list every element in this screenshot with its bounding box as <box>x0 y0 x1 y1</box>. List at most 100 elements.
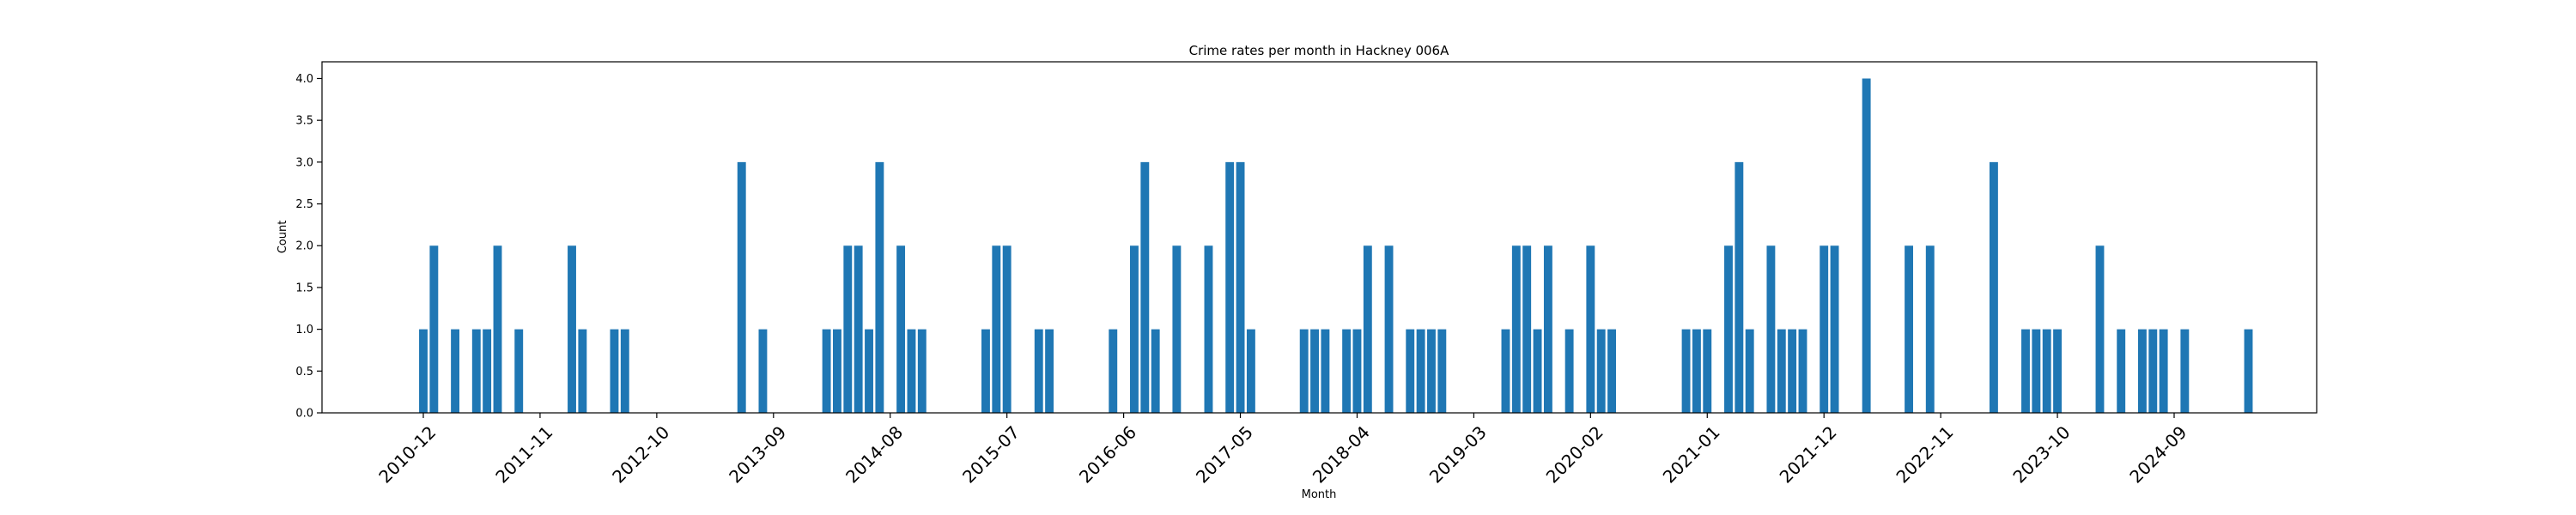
bar-2018-07 <box>1384 245 1394 413</box>
bar-2018-01 <box>1321 329 1330 413</box>
bar-2010-12 <box>419 329 428 413</box>
bar-2024-06 <box>2137 329 2147 413</box>
y-tick-label: 0.0 <box>295 408 313 421</box>
chart-title: Crime rates per month in Hackney 006A <box>1189 43 1449 58</box>
bar-2022-01 <box>1830 245 1839 413</box>
bar-2014-03 <box>833 329 841 413</box>
bar-2015-05 <box>981 329 990 413</box>
bar-2018-11 <box>1427 329 1436 413</box>
y-tick-label: 4.0 <box>295 73 313 86</box>
bar-2014-07 <box>875 161 884 414</box>
bar-2016-07 <box>1130 245 1139 413</box>
bar-2025-04 <box>2244 329 2253 413</box>
bar-2014-04 <box>843 245 853 413</box>
bar-2020-03 <box>1596 329 1606 413</box>
bar-2018-05 <box>1363 245 1372 413</box>
y-tick-label: 3.5 <box>295 115 313 128</box>
bar-2024-08 <box>2159 329 2168 413</box>
bar-2016-05 <box>1109 329 1118 413</box>
y-tick-label: 2.0 <box>295 240 313 253</box>
y-tick-label: 2.5 <box>295 198 313 211</box>
bar-2021-07 <box>1766 245 1776 413</box>
y-axis-label: Count <box>276 221 289 254</box>
bar-2017-06 <box>1246 329 1255 413</box>
bar-2011-06 <box>483 329 492 413</box>
bar-2018-10 <box>1416 329 1425 413</box>
bar-2024-07 <box>2148 329 2158 413</box>
bar-2015-11 <box>1045 329 1054 413</box>
bar-2016-11 <box>1172 245 1182 413</box>
bar-2019-10 <box>1543 245 1552 413</box>
y-tick-label: 3.0 <box>295 156 313 169</box>
bar-2014-02 <box>822 329 831 413</box>
bar-2022-10 <box>1925 245 1935 413</box>
bar-2014-10 <box>907 329 916 413</box>
bar-2014-11 <box>917 329 927 413</box>
bar-2024-02 <box>2095 245 2105 413</box>
bar-2017-05 <box>1236 161 1245 414</box>
bar-2015-06 <box>992 245 1001 413</box>
bar-2022-04 <box>1862 78 1871 413</box>
bar-2016-09 <box>1151 329 1160 413</box>
bar-2014-06 <box>865 329 873 413</box>
bars-layer <box>419 78 2253 414</box>
bar-2011-05 <box>471 329 481 413</box>
bar-2017-02 <box>1204 245 1213 413</box>
bar-2022-08 <box>1905 245 1914 413</box>
bar-2024-10 <box>2180 329 2190 413</box>
bar-2011-07 <box>493 245 502 413</box>
bar-2011-03 <box>451 329 460 413</box>
bar-2015-07 <box>1002 245 1012 413</box>
y-tick-label: 1.0 <box>295 324 313 336</box>
plot-area-frame <box>321 61 2318 414</box>
bar-2012-06 <box>610 329 619 413</box>
bar-2020-04 <box>1607 329 1616 413</box>
bar-2012-02 <box>568 245 576 413</box>
bar-2024-04 <box>2117 329 2126 413</box>
bar-2021-09 <box>1788 329 1797 413</box>
bar-2020-02 <box>1586 245 1595 413</box>
y-tick-label: 1.5 <box>295 282 313 294</box>
bar-2020-11 <box>1681 329 1691 413</box>
bar-2018-03 <box>1342 329 1352 413</box>
bar-2021-05 <box>1745 329 1754 413</box>
bar-2013-08 <box>758 329 768 413</box>
bar-2021-03 <box>1724 245 1733 413</box>
bar-2011-09 <box>514 329 524 413</box>
bar-2020-12 <box>1692 329 1701 413</box>
bar-2023-08 <box>2032 329 2041 413</box>
bar-2012-07 <box>620 329 629 413</box>
bar-2019-09 <box>1533 329 1542 413</box>
y-tick-label: 0.5 <box>295 366 313 379</box>
x-axis-label: Month <box>1302 488 1337 501</box>
bar-2023-04 <box>1989 161 1998 414</box>
bar-2021-08 <box>1777 329 1786 413</box>
bar-2018-04 <box>1352 329 1362 413</box>
bar-2019-12 <box>1564 329 1574 413</box>
bar-2019-07 <box>1511 245 1521 413</box>
bar-2021-04 <box>1735 161 1744 414</box>
bar-2023-09 <box>2042 329 2051 413</box>
bar-2012-03 <box>578 329 587 413</box>
bar-2018-12 <box>1437 329 1447 413</box>
bar-2011-01 <box>429 245 439 413</box>
bar-2014-09 <box>896 245 906 413</box>
bar-2013-06 <box>737 161 746 414</box>
bar-2019-08 <box>1522 245 1532 413</box>
bar-2016-08 <box>1140 161 1150 414</box>
bar-2014-05 <box>854 245 863 413</box>
bar-2015-10 <box>1034 329 1043 413</box>
bar-2023-10 <box>2053 329 2063 413</box>
bar-2021-01 <box>1703 329 1712 413</box>
bar-2019-06 <box>1501 329 1510 413</box>
bar-2021-12 <box>1820 245 1829 413</box>
bar-2021-10 <box>1798 329 1807 413</box>
bar-2017-12 <box>1310 329 1319 413</box>
bar-2017-11 <box>1299 329 1309 413</box>
bar-2018-09 <box>1406 329 1415 413</box>
bar-2017-04 <box>1225 161 1235 414</box>
bar-2023-07 <box>2021 329 2030 413</box>
